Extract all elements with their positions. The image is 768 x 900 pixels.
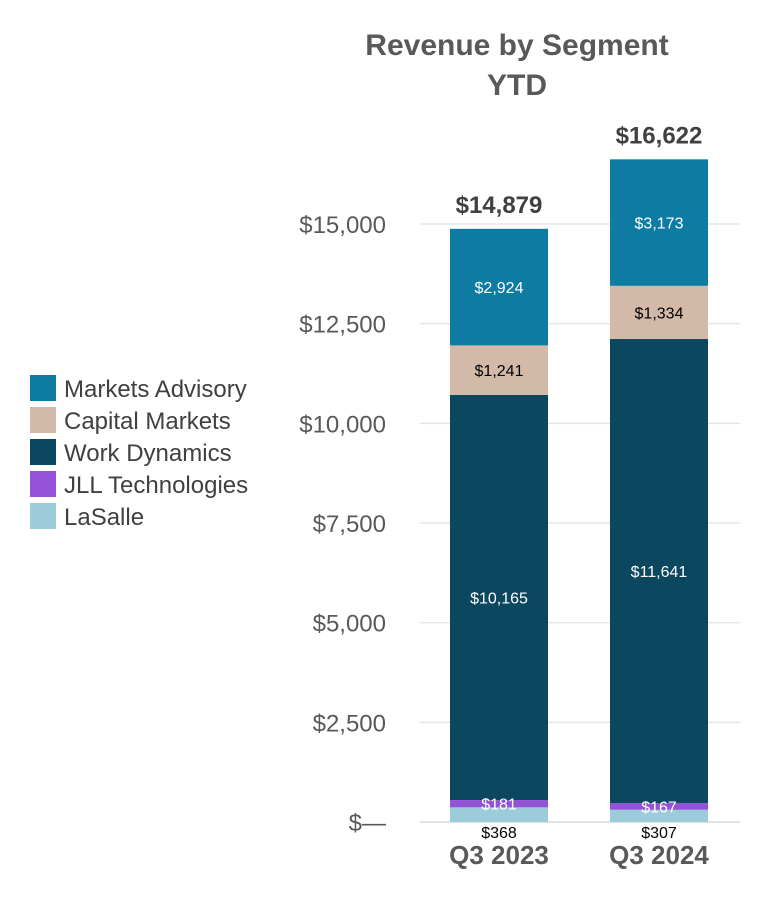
chart-subtitle: YTD bbox=[487, 69, 547, 102]
legend-swatch-markets-advisory bbox=[30, 375, 56, 401]
y-tick-label: $15,000 bbox=[299, 212, 386, 239]
y-tick-label: $10,000 bbox=[299, 411, 386, 438]
data-label-capital-markets: $1,334 bbox=[635, 305, 684, 322]
legend-label-markets-advisory: Markets Advisory bbox=[64, 376, 247, 403]
x-tick-label: Q3 2024 bbox=[609, 840, 709, 870]
bar-segment-lasalle bbox=[450, 807, 548, 822]
bar-segment-capital-markets bbox=[450, 345, 548, 395]
data-label-jll-technologies: $181 bbox=[481, 797, 517, 814]
y-tick-label: $12,500 bbox=[299, 312, 386, 339]
data-label-lasalle: $307 bbox=[641, 825, 677, 842]
bar-segment-markets-advisory bbox=[610, 159, 708, 286]
y-tick-label: $— bbox=[349, 810, 386, 837]
legend-swatch-work-dynamics bbox=[30, 439, 56, 465]
data-label-markets-advisory: $3,173 bbox=[635, 216, 684, 233]
bar-segment-jll-technologies bbox=[610, 803, 708, 810]
y-tick-label: $5,000 bbox=[313, 611, 386, 638]
bar-segment-jll-technologies bbox=[450, 800, 548, 808]
data-label-work-dynamics: $11,641 bbox=[631, 564, 688, 581]
y-tick-label: $2,500 bbox=[313, 710, 386, 737]
bar-segment-capital-markets bbox=[610, 285, 708, 340]
bar-segment-lasalle bbox=[610, 809, 708, 822]
legend-label-jll-technologies: JLL Technologies bbox=[64, 472, 248, 499]
legend-label-work-dynamics: Work Dynamics bbox=[64, 440, 232, 467]
legend-label-lasalle: LaSalle bbox=[64, 504, 144, 531]
data-label-work-dynamics: $10,165 bbox=[470, 590, 528, 607]
x-tick-label: Q3 2023 bbox=[449, 840, 549, 870]
data-label-capital-markets: $1,241 bbox=[475, 363, 524, 380]
y-axis-ticks: $— $2,500 $5,000 $7,500 $10,000 $12,500 $15,00… bbox=[299, 212, 386, 837]
bars bbox=[450, 159, 708, 822]
bar-total-label: $16,622 bbox=[616, 122, 703, 149]
legend-swatch-capital-markets bbox=[30, 407, 56, 433]
bar-segment-work-dynamics bbox=[450, 394, 548, 801]
legend-swatch-lasalle bbox=[30, 503, 56, 529]
x-axis-ticks: Q3 2023 Q3 2024 bbox=[449, 840, 709, 870]
data-label-markets-advisory: $2,924 bbox=[475, 280, 524, 297]
legend-swatch-jll-technologies bbox=[30, 471, 56, 497]
chart-title: Revenue by Segment bbox=[365, 29, 668, 62]
data-label-lasalle: $368 bbox=[481, 825, 517, 842]
legend-label-capital-markets: Capital Markets bbox=[64, 408, 231, 435]
data-label-jll-technologies: $167 bbox=[641, 799, 677, 816]
bar-segment-markets-advisory bbox=[450, 228, 548, 346]
bar-segment-work-dynamics bbox=[610, 339, 708, 804]
legend: Markets Advisory Capital Markets Work Dyna… bbox=[30, 375, 248, 531]
y-tick-label: $7,500 bbox=[313, 511, 386, 538]
data-labels: $368 $181 $10,165 $1,241 $2,924 $14,879 $307 $1… bbox=[456, 122, 703, 842]
bar-total-label: $14,879 bbox=[456, 192, 543, 219]
